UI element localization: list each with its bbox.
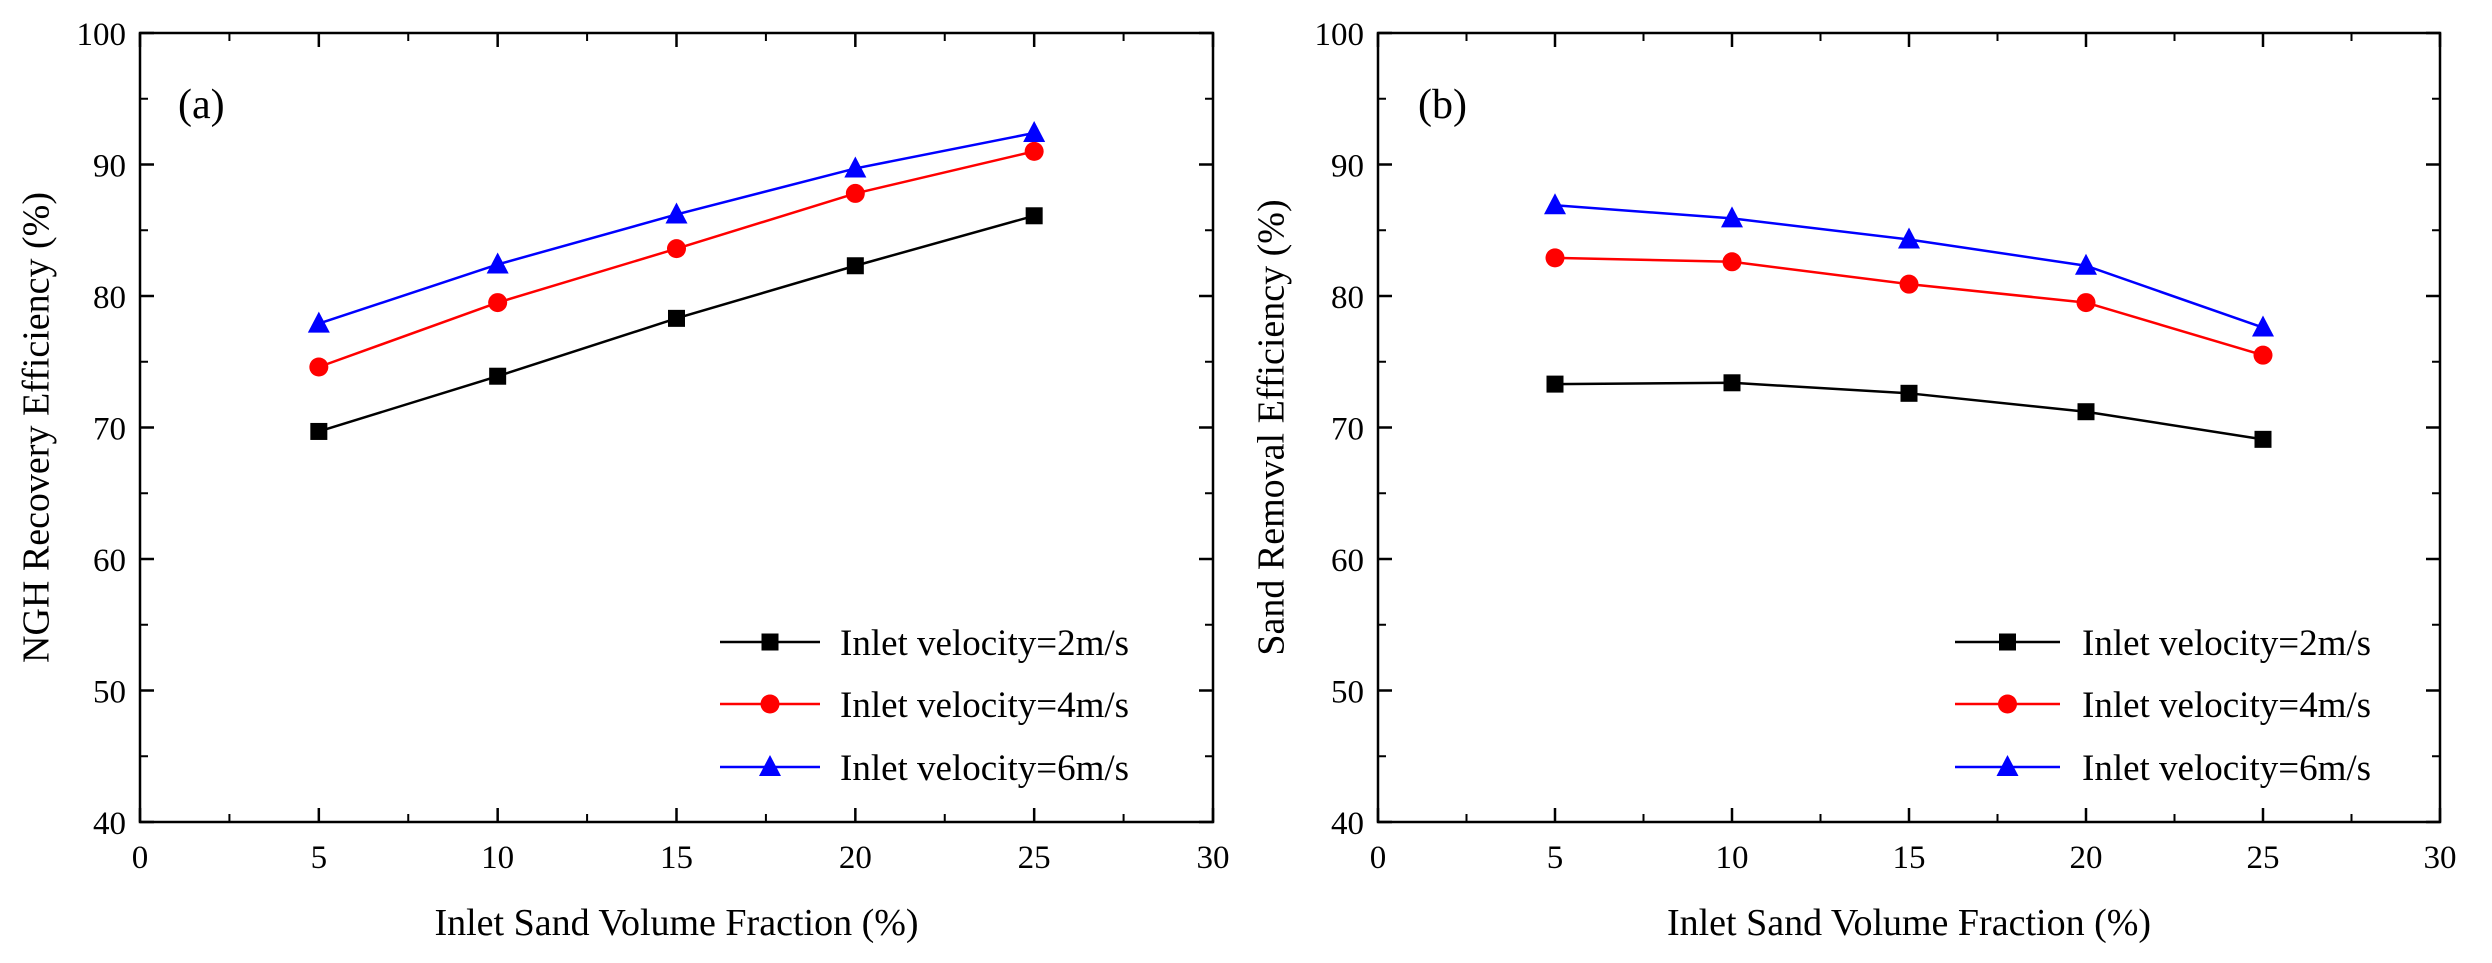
y-tick-label: 70 — [1331, 412, 1364, 448]
x-tick-label: 10 — [481, 840, 514, 876]
y-tick-label: 40 — [1331, 806, 1364, 842]
legend-entry: Inlet velocity=4m/s — [1955, 685, 2371, 726]
series-triangle — [1544, 193, 2274, 337]
x-tick-label: 15 — [1893, 840, 1926, 876]
legend-label: Inlet velocity=2m/s — [2082, 623, 2371, 664]
data-point — [310, 422, 328, 440]
series-triangle — [307, 120, 1046, 333]
data-point — [1546, 375, 1564, 393]
x-tick-label: 0 — [1370, 840, 1387, 876]
data-point — [1722, 252, 1742, 272]
data-point — [1025, 207, 1043, 225]
legend-entry: Inlet velocity=6m/s — [1955, 748, 2371, 789]
series-line — [1554, 256, 2264, 357]
data-point — [1544, 193, 1566, 215]
series-square — [1546, 374, 2272, 448]
data-point — [307, 311, 330, 333]
data-point — [1721, 206, 1743, 228]
data-point — [1723, 374, 1741, 392]
x-tick-label: 10 — [1716, 840, 1749, 876]
legend-marker — [1999, 633, 2016, 651]
legend-marker — [1998, 694, 2017, 714]
chart-panel-a: 0 5 10 15 20 25 30 40 50 60 70 80 90 100 Inlet Sand Vo… — [16, 17, 1230, 944]
data-point — [668, 309, 685, 327]
legend-label: Inlet velocity=6m/s — [840, 748, 1129, 789]
x-tick-label: 20 — [2070, 840, 2103, 876]
legend-entry: Inlet velocity=2m/s — [720, 623, 1129, 664]
data-point — [844, 156, 867, 178]
y-tick-label: 60 — [1331, 543, 1364, 579]
data-point — [488, 293, 508, 313]
x-tick-label: 5 — [311, 840, 328, 876]
y-tick-label: 100 — [1315, 17, 1365, 53]
series-line — [318, 150, 1035, 369]
x-axis-title: Inlet Sand Volume Fraction (%) — [1667, 902, 2151, 944]
y-tick-label: 50 — [93, 675, 126, 711]
data-point — [1024, 141, 1044, 161]
x-tick-label: 0 — [132, 840, 149, 876]
legend-entry: Inlet velocity=2m/s — [1955, 623, 2371, 664]
data-point — [2253, 345, 2273, 365]
data-point — [486, 252, 509, 274]
data-point — [2076, 293, 2096, 313]
data-point — [2252, 315, 2274, 337]
y-tick-label: 90 — [1331, 149, 1364, 185]
data-point — [1898, 227, 1920, 249]
legend-entry: Inlet velocity=4m/s — [720, 685, 1129, 726]
series-line — [318, 131, 1035, 325]
legend-label: Inlet velocity=6m/s — [2082, 748, 2371, 789]
data-point — [845, 183, 865, 203]
x-tick-label: 15 — [660, 840, 693, 876]
data-point — [2254, 430, 2272, 448]
series-square — [310, 207, 1043, 440]
legend-label: Inlet velocity=4m/s — [2082, 685, 2371, 726]
series-circle — [309, 141, 1044, 377]
y-tick-label: 70 — [93, 412, 126, 448]
legend-entry: Inlet velocity=6m/s — [720, 748, 1129, 789]
y-tick-label: 100 — [77, 17, 127, 53]
data-point — [2077, 403, 2095, 421]
legend-marker — [761, 633, 779, 651]
legend-marker — [760, 694, 780, 714]
x-tick-label: 30 — [2424, 840, 2457, 876]
x-tick-label: 30 — [1197, 840, 1230, 876]
x-axis-title: Inlet Sand Volume Fraction (%) — [434, 902, 918, 944]
data-point — [846, 257, 864, 275]
series-line — [1554, 204, 2264, 329]
x-tick-label: 5 — [1547, 840, 1564, 876]
y-tick-label: 60 — [93, 543, 126, 579]
data-point — [665, 202, 688, 224]
y-tick-label: 50 — [1331, 675, 1364, 711]
y-tick-label: 80 — [1331, 280, 1364, 316]
legend-label: Inlet velocity=4m/s — [840, 685, 1129, 726]
data-point — [1023, 120, 1046, 142]
data-point — [667, 239, 686, 259]
panel-label: (a) — [178, 82, 225, 128]
y-tick-label: 80 — [93, 280, 126, 316]
legend-marker — [759, 755, 781, 776]
chart-panel-b: 0 5 10 15 20 25 30 40 50 60 70 80 90 100 Inlet Sand Vo… — [1251, 17, 2457, 944]
data-point — [309, 357, 329, 377]
x-tick-label: 25 — [1018, 840, 1051, 876]
legend-label: Inlet velocity=2m/s — [840, 623, 1129, 664]
y-axis-title: NGH Recovery Efficiency (%) — [16, 192, 58, 663]
panel-label: (b) — [1418, 82, 1467, 128]
data-point — [489, 367, 507, 385]
x-tick-label: 20 — [839, 840, 872, 876]
x-tick-label: 25 — [2247, 840, 2280, 876]
y-tick-label: 90 — [93, 149, 126, 185]
y-tick-label: 40 — [93, 806, 126, 842]
data-point — [1900, 384, 1918, 402]
series-circle — [1545, 248, 2273, 365]
data-point — [2075, 253, 2097, 275]
y-axis-title: Sand Removal Efficiency (%) — [1251, 199, 1293, 655]
data-point — [1899, 274, 1919, 294]
data-point — [1545, 248, 1565, 268]
legend-marker — [1996, 755, 2019, 776]
